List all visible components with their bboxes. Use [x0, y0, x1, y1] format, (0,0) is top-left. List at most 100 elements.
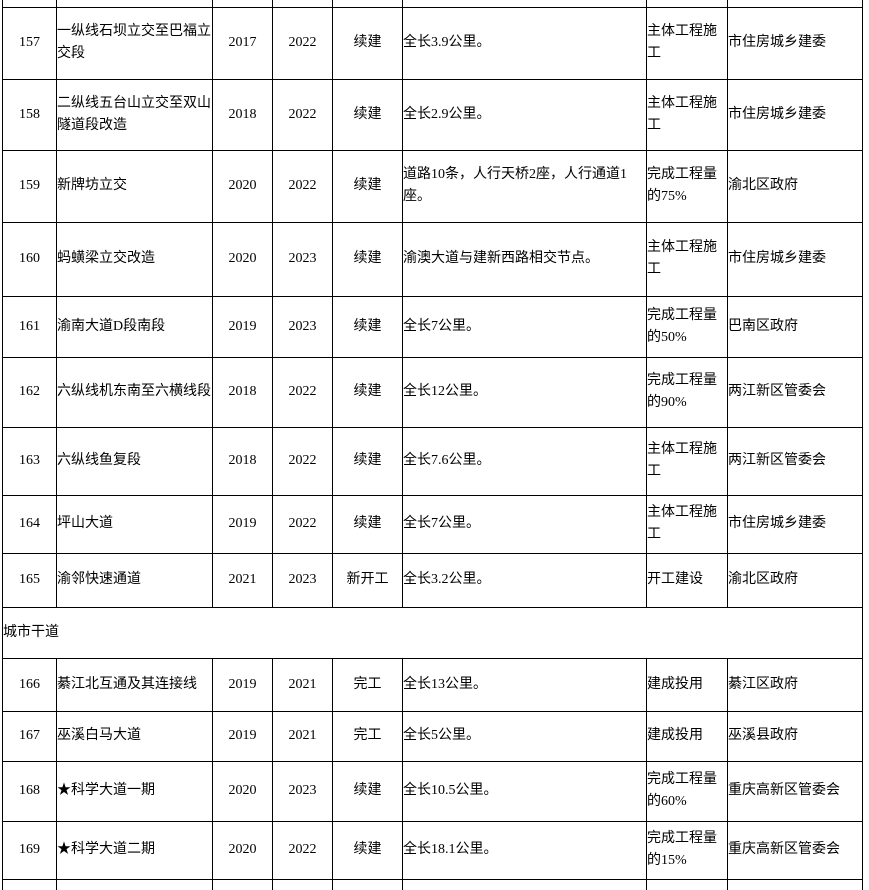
cell-progress: 主体工程施工	[646, 78, 728, 151]
cell-start-year: 2020	[212, 149, 273, 223]
cell-status: 续建	[332, 221, 403, 297]
cell-seq: 165	[2, 552, 57, 608]
cell-end-year: 2022	[272, 494, 333, 554]
cell-agency: 市住房城乡建委	[727, 494, 863, 554]
cell-project-name: ★科学大道一期	[56, 760, 213, 822]
cell-project-name: 新牌坊立交	[56, 149, 213, 223]
cell-agency: 两江新区管委会	[727, 356, 863, 428]
cell-project-name: 蚂蟥梁立交改造	[56, 221, 213, 297]
cell-project-name: ★科学大道二期	[56, 820, 213, 880]
cell-seq: 162	[2, 356, 57, 428]
cell-seq	[2, 0, 57, 8]
cell-end-year: 2023	[272, 760, 333, 822]
cell-agency: 巴南区政府	[727, 295, 863, 358]
table-row: 157 一纵线石坝立交至巴福立交段 2017 2022 续建 全长3.9公里。 …	[2, 6, 863, 80]
cell-agency: 两江新区管委会	[727, 426, 863, 496]
table-row-partial-top	[2, 0, 863, 8]
cell-scale: 全长18.1公里。	[402, 820, 647, 880]
cell-progress: 建成投用	[646, 710, 728, 762]
cell-project-name: 六纵线鱼复段	[56, 426, 213, 496]
table-row: 163 六纵线鱼复段 2018 2022 续建 全长7.6公里。 主体工程施工 …	[2, 426, 863, 496]
cell-scale: 全长10.5公里。	[402, 760, 647, 822]
cell-progress	[646, 878, 728, 890]
cell-start-year: 2019	[212, 494, 273, 554]
cell-project-name: 綦江北互通及其连接线	[56, 657, 213, 712]
cell-seq: 164	[2, 494, 57, 554]
cell-agency: 巫溪县政府	[727, 710, 863, 762]
cell-agency	[727, 0, 863, 8]
cell-scale: 全长7公里。	[402, 295, 647, 358]
cell-status: 完工	[332, 657, 403, 712]
cell-seq: 163	[2, 426, 57, 496]
cell-agency: 綦江区政府	[727, 657, 863, 712]
cell-project-name: 巫溪白马大道	[56, 710, 213, 762]
table-row: 161 渝南大道D段南段 2019 2023 续建 全长7公里。 完成工程量的5…	[2, 295, 863, 358]
cell-end-year: 2021	[272, 710, 333, 762]
cell-scale	[402, 878, 647, 890]
cell-end-year: 2022	[272, 356, 333, 428]
cell-agency	[727, 878, 863, 890]
cell-scale: 全长3.9公里。	[402, 6, 647, 80]
cell-start-year: 2019	[212, 710, 273, 762]
cell-project-name: 一纵线石坝立交至巴福立交段	[56, 6, 213, 80]
cell-status: 续建	[332, 295, 403, 358]
cell-progress: 完成工程量的60%	[646, 760, 728, 822]
table-row: 159 新牌坊立交 2020 2022 续建 道路10条，人行天桥2座，人行通道…	[2, 149, 863, 223]
cell-scale: 渝澳大道与建新西路相交节点。	[402, 221, 647, 297]
table-row: 166 綦江北互通及其连接线 2019 2021 完工 全长13公里。 建成投用…	[2, 657, 863, 712]
cell-start-year: 2021	[212, 552, 273, 608]
cell-status: 续建	[332, 820, 403, 880]
cell-scale: 全长2.9公里。	[402, 78, 647, 151]
cell-progress: 主体工程施工	[646, 6, 728, 80]
cell-agency: 重庆高新区管委会	[727, 820, 863, 880]
cell-scale: 道路10条，人行天桥2座，人行通道1座。	[402, 149, 647, 223]
cell-status: 续建	[332, 494, 403, 554]
cell-agency: 市住房城乡建委	[727, 6, 863, 80]
cell-status: 续建	[332, 356, 403, 428]
cell-agency: 渝北区政府	[727, 552, 863, 608]
cell-seq: 157	[2, 6, 57, 80]
cell-scale: 全长13公里。	[402, 657, 647, 712]
cell-status: 续建	[332, 760, 403, 822]
cell-seq: 159	[2, 149, 57, 223]
cell-seq: 160	[2, 221, 57, 297]
section-header-row: 城市干道	[2, 606, 863, 659]
table-row: 160 蚂蟥梁立交改造 2020 2023 续建 渝澳大道与建新西路相交节点。 …	[2, 221, 863, 297]
table-row: 158 二纵线五台山立交至双山隧道段改造 2018 2022 续建 全长2.9公…	[2, 78, 863, 151]
table-row-partial-bottom	[2, 878, 863, 890]
cell-seq: 167	[2, 710, 57, 762]
cell-seq: 168	[2, 760, 57, 822]
cell-project-name: 坪山大道	[56, 494, 213, 554]
cell-project-name	[56, 878, 213, 890]
cell-progress: 完成工程量的15%	[646, 820, 728, 880]
cell-start-year	[212, 878, 273, 890]
cell-scale: 全长7公里。	[402, 494, 647, 554]
cell-start-year: 2020	[212, 221, 273, 297]
cell-end-year: 2022	[272, 6, 333, 80]
table-row: 168 ★科学大道一期 2020 2023 续建 全长10.5公里。 完成工程量…	[2, 760, 863, 822]
cell-project-name: 渝邻快速通道	[56, 552, 213, 608]
cell-project-name: 六纵线机东南至六横线段	[56, 356, 213, 428]
cell-end-year	[272, 878, 333, 890]
cell-progress: 开工建设	[646, 552, 728, 608]
table-row: 165 渝邻快速通道 2021 2023 新开工 全长3.2公里。 开工建设 渝…	[2, 552, 863, 608]
table-row: 167 巫溪白马大道 2019 2021 完工 全长5公里。 建成投用 巫溪县政…	[2, 710, 863, 762]
cell-status: 新开工	[332, 552, 403, 608]
cell-seq: 158	[2, 78, 57, 151]
cell-seq: 161	[2, 295, 57, 358]
cell-scale	[402, 0, 647, 8]
cell-progress	[646, 0, 728, 8]
cell-status: 续建	[332, 426, 403, 496]
cell-scale: 全长3.2公里。	[402, 552, 647, 608]
table-row: 164 坪山大道 2019 2022 续建 全长7公里。 主体工程施工 市住房城…	[2, 494, 863, 554]
cell-status	[332, 878, 403, 890]
cell-progress: 主体工程施工	[646, 426, 728, 496]
cell-progress: 主体工程施工	[646, 494, 728, 554]
cell-scale: 全长12公里。	[402, 356, 647, 428]
cell-status: 续建	[332, 78, 403, 151]
cell-project-name	[56, 0, 213, 8]
section-header: 城市干道	[2, 606, 863, 659]
cell-start-year: 2018	[212, 356, 273, 428]
